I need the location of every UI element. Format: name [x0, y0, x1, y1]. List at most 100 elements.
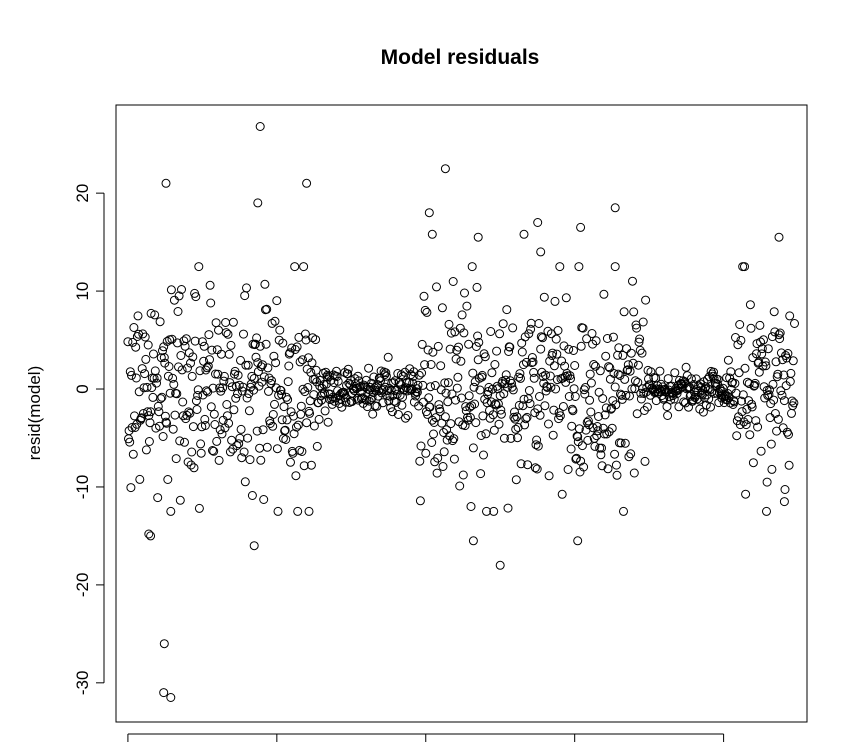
- data-point: [208, 446, 217, 455]
- data-point: [296, 401, 306, 411]
- data-point: [519, 394, 529, 404]
- data-point: [476, 431, 486, 440]
- data-point: [200, 414, 210, 424]
- data-point: [736, 335, 746, 345]
- data-point: [754, 367, 764, 377]
- data-point: [443, 378, 453, 388]
- data-point: [731, 388, 741, 398]
- data-point: [611, 460, 621, 470]
- data-point: [256, 362, 266, 372]
- data-point: [297, 447, 307, 456]
- data-point: [756, 446, 766, 456]
- data-point: [610, 382, 620, 392]
- data-point: [753, 422, 763, 432]
- data-point: [308, 333, 318, 343]
- data-point: [458, 470, 468, 480]
- data-point: [231, 393, 241, 403]
- data-point: [775, 334, 785, 344]
- data-point: [576, 341, 586, 351]
- data-point: [127, 423, 137, 432]
- data-point: [580, 389, 590, 399]
- data-point: [568, 406, 578, 416]
- data-point: [179, 336, 189, 346]
- data-point: [429, 429, 438, 439]
- data-point: [587, 329, 597, 338]
- data-point: [262, 304, 272, 314]
- data-point: [552, 349, 562, 359]
- data-point: [299, 461, 309, 471]
- data-point: [578, 323, 588, 333]
- data-point: [541, 370, 550, 380]
- data-point: [302, 178, 312, 188]
- data-point: [468, 536, 478, 546]
- chart-title: Model residuals: [381, 46, 540, 69]
- data-point: [495, 329, 505, 339]
- data-point: [515, 369, 525, 379]
- data-point: [290, 345, 300, 354]
- data-point: [686, 374, 696, 384]
- data-point: [292, 422, 301, 432]
- data-point: [779, 497, 789, 507]
- data-point: [264, 373, 274, 383]
- data-point: [476, 469, 486, 479]
- data-point: [436, 361, 446, 371]
- data-point: [725, 373, 735, 383]
- data-point: [196, 439, 206, 449]
- data-point: [302, 418, 312, 428]
- data-point: [595, 366, 605, 376]
- data-point: [291, 471, 301, 481]
- data-point: [530, 463, 540, 473]
- data-point: [314, 414, 324, 424]
- data-point: [741, 420, 751, 430]
- data-point: [130, 411, 139, 421]
- data-point: [735, 320, 745, 329]
- data-point: [246, 382, 256, 392]
- data-point: [623, 360, 633, 370]
- data-point: [221, 318, 231, 327]
- data-point: [732, 431, 742, 441]
- data-point: [144, 437, 154, 446]
- data-point: [245, 455, 255, 465]
- data-point: [594, 387, 604, 397]
- data-point: [333, 376, 343, 386]
- data-point: [260, 279, 270, 289]
- data-point: [158, 346, 167, 356]
- data-point: [616, 389, 625, 399]
- data-point: [433, 453, 443, 463]
- data-point: [192, 405, 202, 414]
- data-point: [553, 326, 563, 335]
- data-point: [369, 372, 379, 382]
- data-point: [181, 334, 191, 344]
- data-point: [236, 424, 246, 434]
- data-point: [208, 383, 218, 393]
- data-point: [628, 358, 638, 368]
- data-point: [470, 399, 480, 409]
- data-point: [611, 400, 621, 410]
- data-point: [549, 361, 559, 371]
- data-point: [526, 324, 536, 334]
- data-point: [243, 360, 253, 370]
- data-point: [427, 438, 437, 447]
- data-point: [780, 485, 790, 494]
- data-point: [788, 356, 798, 366]
- data-point: [757, 349, 767, 359]
- data-point: [381, 368, 391, 378]
- data-point: [618, 350, 628, 360]
- data-point: [482, 506, 491, 516]
- data-point: [449, 454, 459, 464]
- data-point: [193, 391, 203, 400]
- data-point: [605, 363, 615, 373]
- data-point: [368, 409, 378, 419]
- data-point: [305, 396, 315, 406]
- data-point: [508, 385, 518, 395]
- data-point: [533, 404, 543, 414]
- data-point: [610, 203, 620, 213]
- data-point: [253, 367, 263, 376]
- data-point: [286, 407, 296, 417]
- data-point: [242, 393, 252, 403]
- data-point: [203, 361, 213, 371]
- data-point: [751, 416, 761, 426]
- data-point: [169, 379, 179, 389]
- data-point: [417, 368, 427, 378]
- data-point: [252, 333, 262, 343]
